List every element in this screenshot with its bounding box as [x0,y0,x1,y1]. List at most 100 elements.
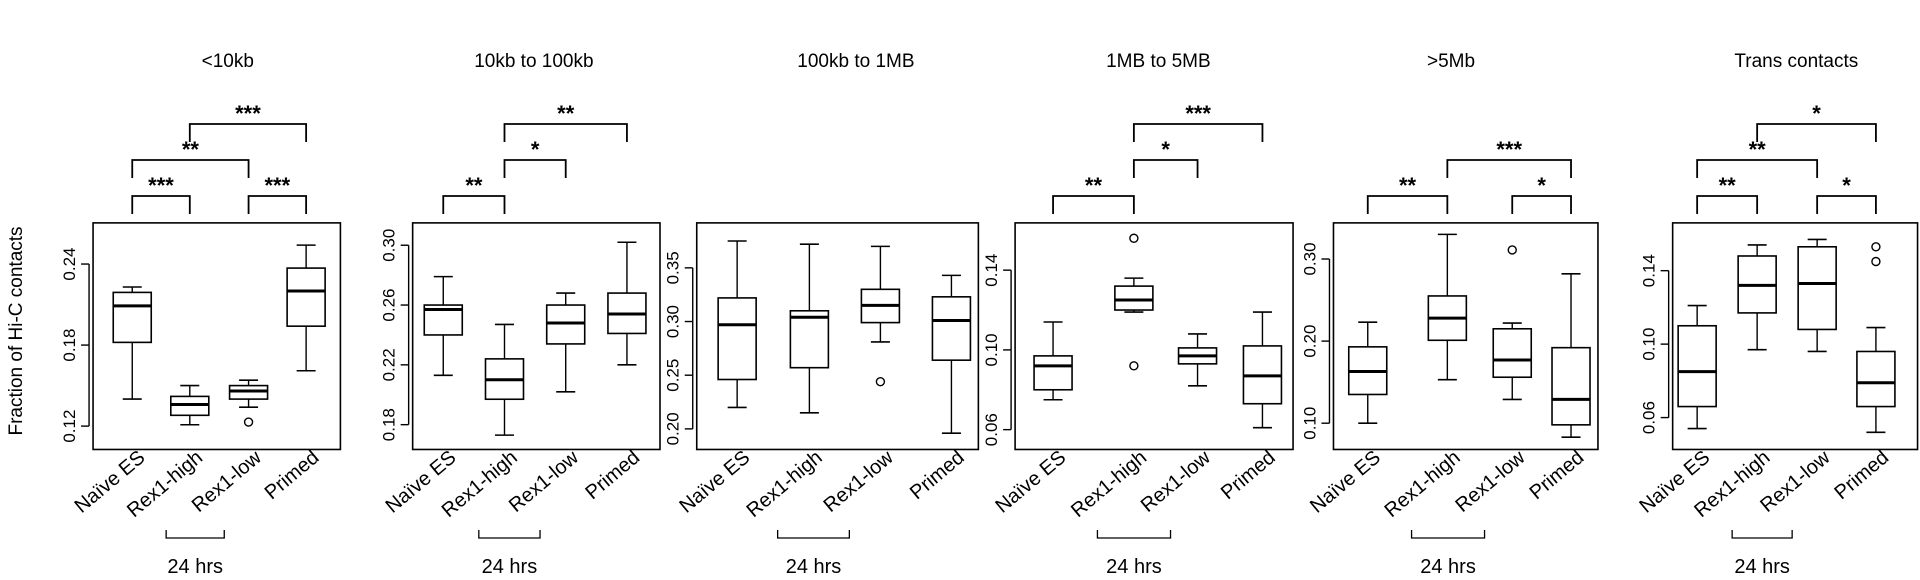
box-iqr [717,297,757,381]
plot-frame [1332,222,1599,451]
y-tick-label: 0.10 [1640,328,1659,361]
box-3 [545,292,586,393]
box-iqr [1677,324,1717,408]
category-label: Primed [906,446,969,504]
group-bracket [777,530,850,539]
box-3 [860,245,901,387]
category-label: Primed [1526,446,1589,504]
significance-label: ** [1399,173,1417,198]
category-label: Rex1-high [743,446,827,521]
group-bracket [165,530,225,539]
outlier-point [243,417,254,427]
panel-title: 1MB to 5MB [1106,51,1211,72]
significance-bracket [1132,159,1199,178]
category-label: Naïve ES [1306,446,1385,517]
outlier-point [1871,256,1881,267]
significance-label: ** [182,137,200,162]
y-tick-label: 0.35 [664,251,683,284]
box-1 [1677,304,1717,430]
group-label: 24 hrs [1734,556,1790,578]
significance-label: * [1842,173,1851,198]
significance-label: *** [235,101,261,126]
panel-title: <10kb [202,51,254,72]
box-iqr [1492,327,1533,379]
box-4 [286,244,326,372]
box-4 [1856,242,1896,434]
box-3 [228,379,269,427]
box-1 [1033,321,1073,401]
box-1 [112,286,153,400]
group-label: 24 hrs [786,556,842,578]
y-tick-label: 0.20 [664,412,683,445]
box-2 [789,243,830,414]
group-label: 24 hrs [1420,556,1476,578]
box-3 [1797,238,1837,353]
panel-title: 100kb to 1MB [797,51,914,72]
box-iqr [931,296,972,361]
category-label: Naïve ES [991,446,1070,517]
panel-4: 0.06 0.10 0.14 1MB to 5MB Naïve ESRex1-highR… [982,51,1294,578]
group-label: 24 hrs [482,556,538,578]
significance-label: ** [557,101,575,126]
significance-bracket [1696,195,1759,214]
box-2 [484,323,525,436]
group-label: 24 hrs [167,556,223,578]
significance-label: * [1812,101,1821,126]
significance-bracket [1816,195,1877,214]
category-label: Primed [1830,446,1893,504]
category-label: Rex1-high [1381,446,1465,521]
y-tick-label: 0.12 [60,410,79,443]
box-2 [1114,233,1154,371]
y-tick-label: 0.06 [982,413,1001,446]
category-label: Rex1-low [505,446,583,517]
significance-bracket [442,195,506,214]
significance-bracket [503,123,628,142]
y-tick-label: 0.30 [380,229,399,262]
significance-label: ** [1085,173,1103,198]
panel-title: 10kb to 100kb [474,51,593,72]
significance-label: ** [1749,137,1767,162]
group-bracket [1731,530,1793,539]
group-bracket [478,530,541,539]
y-tick-label: 0.20 [1300,325,1319,358]
significance-bracket [1052,195,1135,214]
y-tick-label: 0.18 [60,329,79,362]
category-label: Rex1-low [1451,446,1529,517]
box-4 [931,274,972,434]
plot-frame [1671,222,1919,451]
y-tick-label: 0.14 [982,254,1001,287]
significance-bracket [1366,195,1449,214]
box-1 [423,275,464,377]
box-3 [1492,245,1533,401]
box-2 [1427,233,1468,381]
plot-frame [1014,222,1294,451]
box-1 [1347,321,1388,424]
box-iqr [1551,346,1591,426]
plot-frame [411,222,661,451]
category-label: Primed [1217,446,1280,504]
y-tick-label: 0.30 [664,305,683,338]
significance-bracket [1132,123,1264,142]
significance-label: * [1537,173,1546,198]
outlier-point [1129,233,1139,243]
significance-label: *** [1185,101,1211,126]
box-iqr [286,267,326,327]
panel-title: >5Mb [1427,51,1475,72]
y-tick-label: 0.22 [380,348,399,381]
y-tick-label: 0.10 [1300,407,1319,440]
y-tick-label: 0.18 [380,408,399,441]
box-iqr [1856,350,1896,408]
y-tick-label: 0.14 [1640,254,1659,287]
box-iqr [1033,355,1073,391]
category-label: Rex1-low [820,446,898,517]
box-2 [1737,244,1777,351]
significance-bracket [1696,159,1819,178]
category-label: Rex1-low [1137,446,1215,517]
y-tick-label: 0.26 [380,288,399,321]
box-iqr [789,309,830,369]
significance-label: * [531,137,540,162]
significance-bracket [1446,159,1572,178]
